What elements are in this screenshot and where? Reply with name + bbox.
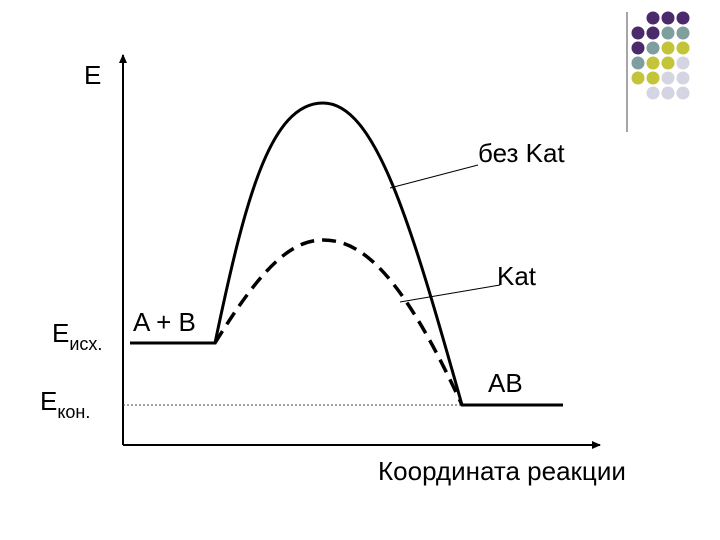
- decor-dot: [661, 86, 675, 100]
- species-label: AB: [488, 368, 523, 398]
- catalyzed-curve: [213, 238, 464, 406]
- level-subscript: кон.: [57, 402, 90, 422]
- level-subscript: исх.: [69, 334, 102, 354]
- decor-dots: [626, 11, 690, 132]
- decor-dot: [646, 41, 660, 55]
- decor-dot: [676, 86, 690, 100]
- decor-dot: [676, 11, 690, 25]
- species-label: A + B: [133, 307, 196, 337]
- curve-label: Kat: [497, 261, 537, 291]
- decor-dot: [631, 41, 645, 55]
- x-axis-label: Координата реакции: [378, 456, 626, 486]
- decor-dot: [631, 56, 645, 70]
- decor-dot: [676, 71, 690, 85]
- level-symbol: E: [52, 318, 69, 348]
- decor-dot: [676, 56, 690, 70]
- decor-dot: [661, 11, 675, 25]
- level-label: Eисх.: [52, 318, 102, 354]
- level-label: Eкон.: [40, 386, 90, 422]
- decor-dot: [646, 71, 660, 85]
- leader-line: [399, 284, 501, 303]
- curve-label: без Kat: [478, 138, 565, 168]
- decor-dot: [661, 26, 675, 40]
- decor-dot: [646, 11, 660, 25]
- decor-dot: [646, 86, 660, 100]
- decor-dot: [661, 71, 675, 85]
- decor-dot: [646, 26, 660, 40]
- decor-dot: [676, 41, 690, 55]
- decor-dot: [631, 71, 645, 85]
- decor-dot: [661, 41, 675, 55]
- decor-dot: [676, 26, 690, 40]
- decor-dot: [661, 56, 675, 70]
- level-symbol: E: [40, 386, 57, 416]
- uncatalyzed-curve: [130, 101, 563, 407]
- leader-line: [389, 164, 479, 189]
- decor-dot: [646, 56, 660, 70]
- decor-dot: [631, 26, 645, 40]
- y-axis-label: E: [84, 60, 101, 90]
